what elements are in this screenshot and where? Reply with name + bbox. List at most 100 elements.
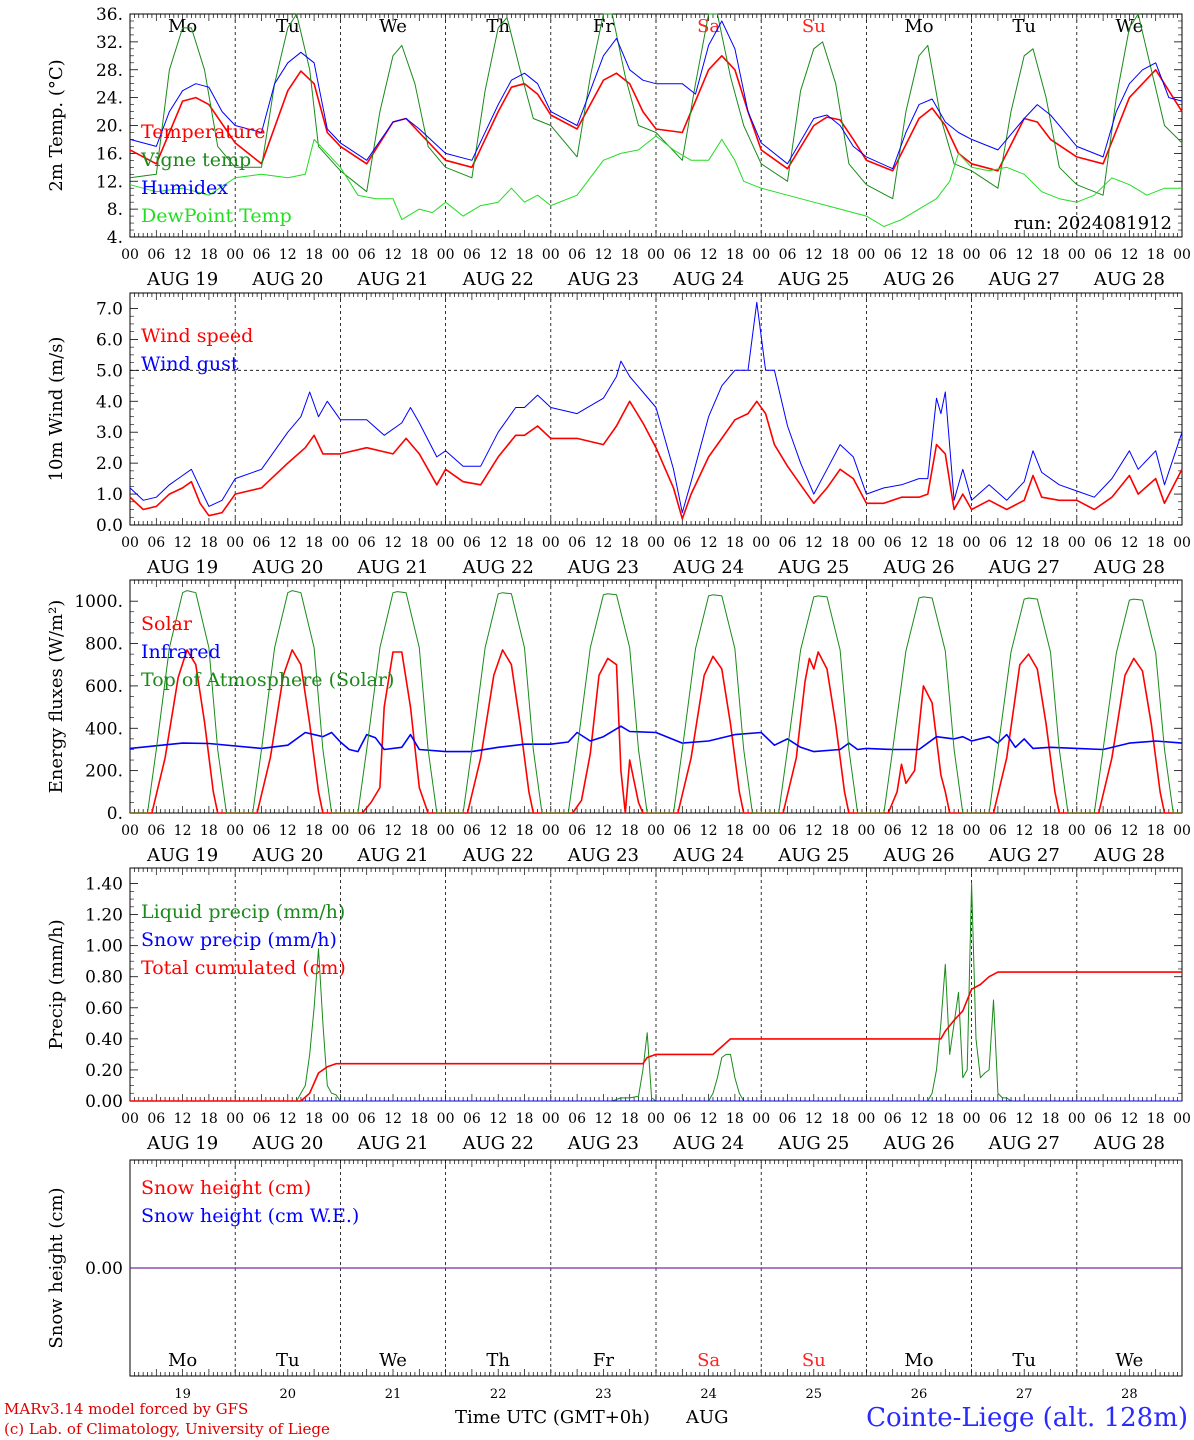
hour-tick-label: 06 xyxy=(989,823,1007,839)
hour-tick-label: 00 xyxy=(1173,247,1191,263)
hour-tick-label: 00 xyxy=(121,247,139,263)
hour-tick-label: 06 xyxy=(989,1111,1007,1127)
hour-tick-label: 06 xyxy=(1094,823,1112,839)
day-number-label: 25 xyxy=(806,1387,823,1402)
hour-tick-label: 18 xyxy=(621,1111,639,1127)
hour-tick-label: 18 xyxy=(831,535,849,551)
weekday-label: Th xyxy=(486,1350,510,1371)
date-label: AUG 26 xyxy=(882,1133,954,1154)
date-label: AUG 21 xyxy=(356,269,428,290)
date-label: AUG 27 xyxy=(988,557,1060,578)
day-number-label: 23 xyxy=(595,1387,612,1402)
y-tick-label: 4. xyxy=(107,228,123,248)
hour-tick-label: 00 xyxy=(542,535,560,551)
y-tick-label: 5.0 xyxy=(96,361,123,381)
hour-tick-label: 12 xyxy=(384,535,402,551)
date-label: AUG 22 xyxy=(462,269,534,290)
legend-entry: Solar xyxy=(141,613,193,635)
hour-tick-label: 06 xyxy=(673,823,691,839)
hour-tick-label: 12 xyxy=(174,823,192,839)
date-label: AUG 27 xyxy=(988,1133,1060,1154)
date-label: AUG 21 xyxy=(356,557,428,578)
x-axis-month: AUG xyxy=(685,1407,729,1428)
weekday-label: Tu xyxy=(276,16,300,37)
y-tick-label: 1.20 xyxy=(85,906,123,926)
date-label: AUG 21 xyxy=(356,1133,428,1154)
y-tick-label: 12. xyxy=(96,172,123,192)
hour-tick-label: 12 xyxy=(910,823,928,839)
y-tick-label: 0. xyxy=(107,804,123,824)
date-label: AUG 22 xyxy=(462,1133,534,1154)
hour-tick-label: 00 xyxy=(121,823,139,839)
hour-tick-label: 06 xyxy=(253,1111,271,1127)
hour-tick-label: 06 xyxy=(989,247,1007,263)
hour-tick-label: 18 xyxy=(831,823,849,839)
hour-tick-label: 12 xyxy=(489,1111,507,1127)
hour-tick-label: 00 xyxy=(1173,1111,1191,1127)
y-tick-label: 20. xyxy=(96,117,123,137)
hour-tick-label: 00 xyxy=(857,1111,875,1127)
panel-4: 0.00 0.20 0.40 0.60 0.80 1.00 1.20 1.40 Precip (… xyxy=(46,867,1191,1154)
hour-tick-label: 12 xyxy=(805,247,823,263)
hour-tick-label: 12 xyxy=(594,535,612,551)
hour-tick-label: 12 xyxy=(700,823,718,839)
hour-tick-label: 18 xyxy=(305,1111,323,1127)
date-label: AUG 22 xyxy=(462,845,534,866)
hour-tick-label: 12 xyxy=(384,1111,402,1127)
hour-tick-label: 00 xyxy=(331,535,349,551)
weekday-label: Tu xyxy=(276,1350,300,1371)
weekday-label: Su xyxy=(802,16,826,37)
hour-tick-label: 12 xyxy=(805,1111,823,1127)
date-label: AUG 19 xyxy=(146,269,218,290)
hour-tick-label: 18 xyxy=(410,1111,428,1127)
hour-tick-label: 00 xyxy=(437,247,455,263)
hour-tick-label: 12 xyxy=(910,247,928,263)
hour-tick-label: 06 xyxy=(673,535,691,551)
hour-tick-label: 06 xyxy=(779,535,797,551)
hour-tick-label: 00 xyxy=(857,535,875,551)
x-axis-label: Time UTC (GMT+0h) xyxy=(455,1407,650,1428)
hour-tick-label: 00 xyxy=(226,535,244,551)
hour-tick-label: 00 xyxy=(647,823,665,839)
hour-tick-label: 00 xyxy=(226,247,244,263)
hour-tick-label: 12 xyxy=(700,535,718,551)
hour-tick-label: 12 xyxy=(594,247,612,263)
date-label: AUG 25 xyxy=(777,1133,849,1154)
hour-tick-label: 18 xyxy=(1147,247,1165,263)
hour-tick-label: 06 xyxy=(1094,1111,1112,1127)
hour-tick-label: 18 xyxy=(1147,535,1165,551)
hour-tick-label: 06 xyxy=(884,247,902,263)
hour-tick-label: 12 xyxy=(594,823,612,839)
hour-tick-label: 12 xyxy=(1015,535,1033,551)
hour-tick-label: 12 xyxy=(384,823,402,839)
weekday-label: We xyxy=(379,16,407,37)
hour-tick-label: 06 xyxy=(463,1111,481,1127)
weekday-label: Sa xyxy=(697,1350,720,1371)
legend-entry: DewPoint Temp xyxy=(141,205,292,227)
hour-tick-label: 12 xyxy=(174,535,192,551)
series-line-top-of-atmosphere-solar xyxy=(130,590,1182,814)
hour-tick-label: 06 xyxy=(779,247,797,263)
day-number-label: 24 xyxy=(700,1387,717,1402)
hour-tick-label: 18 xyxy=(516,535,534,551)
hour-tick-label: 00 xyxy=(1173,535,1191,551)
hour-tick-label: 00 xyxy=(542,823,560,839)
hour-tick-label: 06 xyxy=(253,247,271,263)
hour-tick-label: 12 xyxy=(805,535,823,551)
date-label: AUG 26 xyxy=(882,845,954,866)
date-label: AUG 24 xyxy=(672,845,744,866)
weekday-label: Fr xyxy=(593,16,614,37)
weekday-label: Fr xyxy=(593,1350,614,1371)
series-line-liquid-precip-mm-h xyxy=(130,883,1182,1102)
date-label: AUG 19 xyxy=(146,557,218,578)
y-tick-label: 6.0 xyxy=(96,330,123,350)
weekday-label: We xyxy=(1116,1350,1144,1371)
hour-tick-label: 00 xyxy=(121,535,139,551)
hour-tick-label: 18 xyxy=(936,1111,954,1127)
date-label: AUG 19 xyxy=(146,1133,218,1154)
hour-tick-label: 00 xyxy=(647,247,665,263)
hour-tick-label: 00 xyxy=(752,1111,770,1127)
day-number-label: 22 xyxy=(490,1387,507,1402)
hour-tick-label: 18 xyxy=(410,535,428,551)
series-line-dewpoint-temp xyxy=(129,135,1182,227)
